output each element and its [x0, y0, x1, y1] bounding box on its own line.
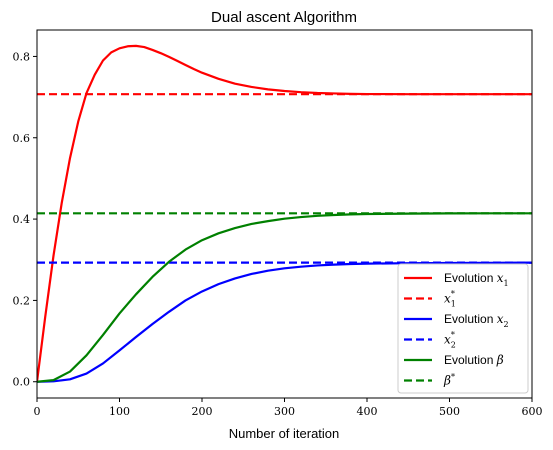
x-tick-label: 0 — [34, 405, 41, 418]
legend-entry-evolution-beta: Evolution β — [404, 353, 504, 367]
plot-lines — [37, 44, 532, 383]
legend-entry-evolution-x1: Evolution x1 — [404, 271, 509, 288]
legend-label: x1* — [444, 290, 456, 309]
legend-label: x2* — [444, 331, 456, 350]
legend: Evolution x1 x1* Evolution x2 x2* Evolution … — [397, 263, 529, 394]
x-tick-label: 500 — [439, 405, 460, 418]
y-tick-label: 0.0 — [13, 376, 31, 389]
y-tick-label: 0.8 — [13, 50, 31, 63]
legend-entry-evolution-x2: Evolution x2 — [404, 312, 509, 329]
legend-label: Evolution β — [444, 353, 504, 367]
x-tick-label: 100 — [109, 405, 130, 418]
legend-label: Evolution x2 — [444, 312, 509, 329]
y-axis-ticks: 0.0 0.2 0.4 0.6 0.8 — [13, 50, 37, 389]
legend-label: β* — [443, 373, 455, 388]
chart-title: Dual ascent Algorithm — [211, 9, 357, 26]
x-tick-label: 600 — [522, 405, 543, 418]
y-tick-label: 0.4 — [13, 213, 31, 226]
x-axis-label: Number of iteration — [229, 426, 340, 441]
legend-entry-x2: x2* — [404, 331, 456, 350]
y-tick-label: 0.2 — [13, 294, 31, 307]
x-tick-label: 200 — [192, 405, 213, 418]
x-tick-label: 400 — [357, 405, 378, 418]
y-tick-label: 0.6 — [13, 132, 31, 145]
x-tick-label: 300 — [274, 405, 295, 418]
x-axis-ticks: 0 100 200 300 400 500 600 — [34, 398, 543, 418]
legend-entry-beta: β* — [404, 373, 455, 388]
legend-entry-x1: x1* — [404, 290, 456, 309]
legend-label: Evolution x1 — [444, 271, 509, 288]
